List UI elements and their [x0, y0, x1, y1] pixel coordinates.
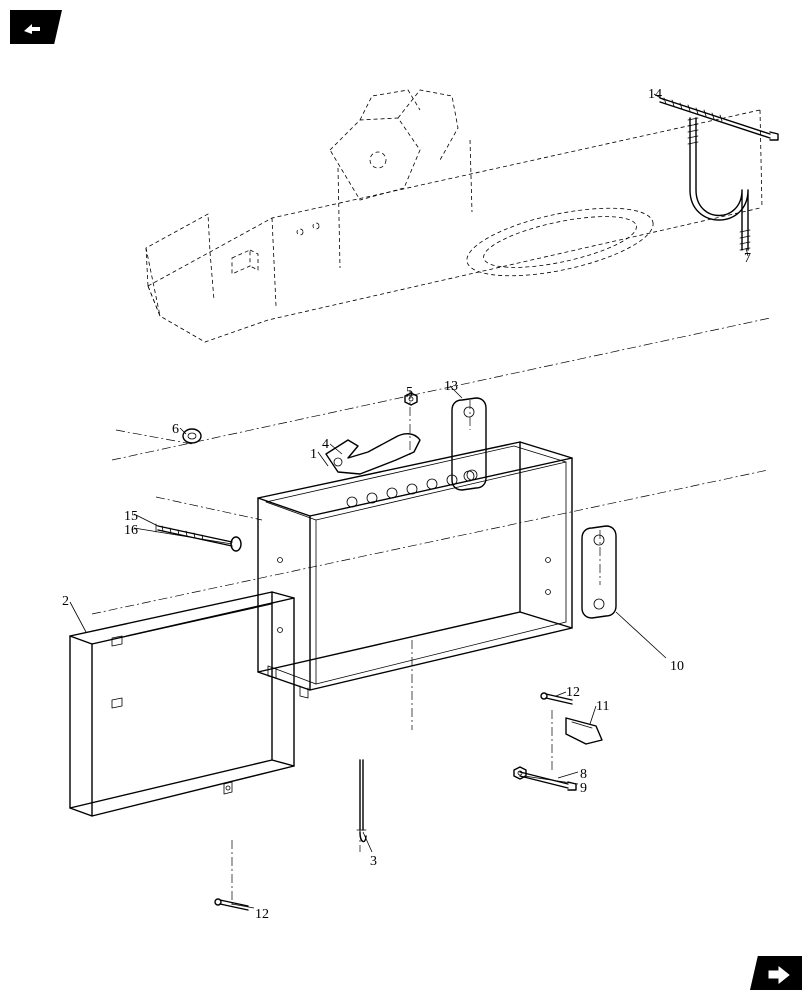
callout-3: 3: [370, 855, 377, 869]
callout-15: 15: [124, 510, 138, 524]
part-bracket-wrench: [326, 434, 420, 474]
callout-9: 9: [580, 782, 587, 796]
part-strap-13: [452, 398, 486, 490]
part-strap-10: [582, 526, 616, 618]
part-screw-12b: [215, 899, 248, 910]
callout-11: 11: [596, 700, 609, 714]
exploded-diagram: .sMain { fill:none; stroke:#000; stroke-…: [0, 0, 812, 1000]
callout-10: 10: [670, 660, 684, 674]
callout-8: 8: [580, 768, 587, 782]
part-clip-11: [566, 718, 602, 744]
callout-12: 12: [566, 686, 580, 700]
callout-12b: 12: [255, 908, 269, 922]
part-pin-3: [357, 760, 366, 842]
leader-lines: [70, 94, 748, 908]
callout-16: 16: [124, 524, 138, 538]
callout-5: 5: [406, 386, 413, 400]
part-ubolt-7: [688, 118, 750, 250]
callout-7: 7: [744, 252, 751, 266]
part-bolt-8-9: [514, 767, 576, 790]
part-bolt-15-16: [156, 524, 241, 551]
part-cover-panel: [70, 592, 294, 816]
part-grommet-6: [183, 429, 201, 443]
callout-13: 13: [444, 380, 458, 394]
context-chassis: [146, 90, 762, 342]
centerlines: [92, 318, 770, 906]
callout-4: 4: [322, 438, 329, 452]
callout-1: 1: [310, 448, 317, 462]
callout-6: 6: [172, 423, 179, 437]
part-box-frame: [258, 442, 572, 698]
callout-14: 14: [648, 88, 662, 102]
callout-2: 2: [62, 595, 69, 609]
